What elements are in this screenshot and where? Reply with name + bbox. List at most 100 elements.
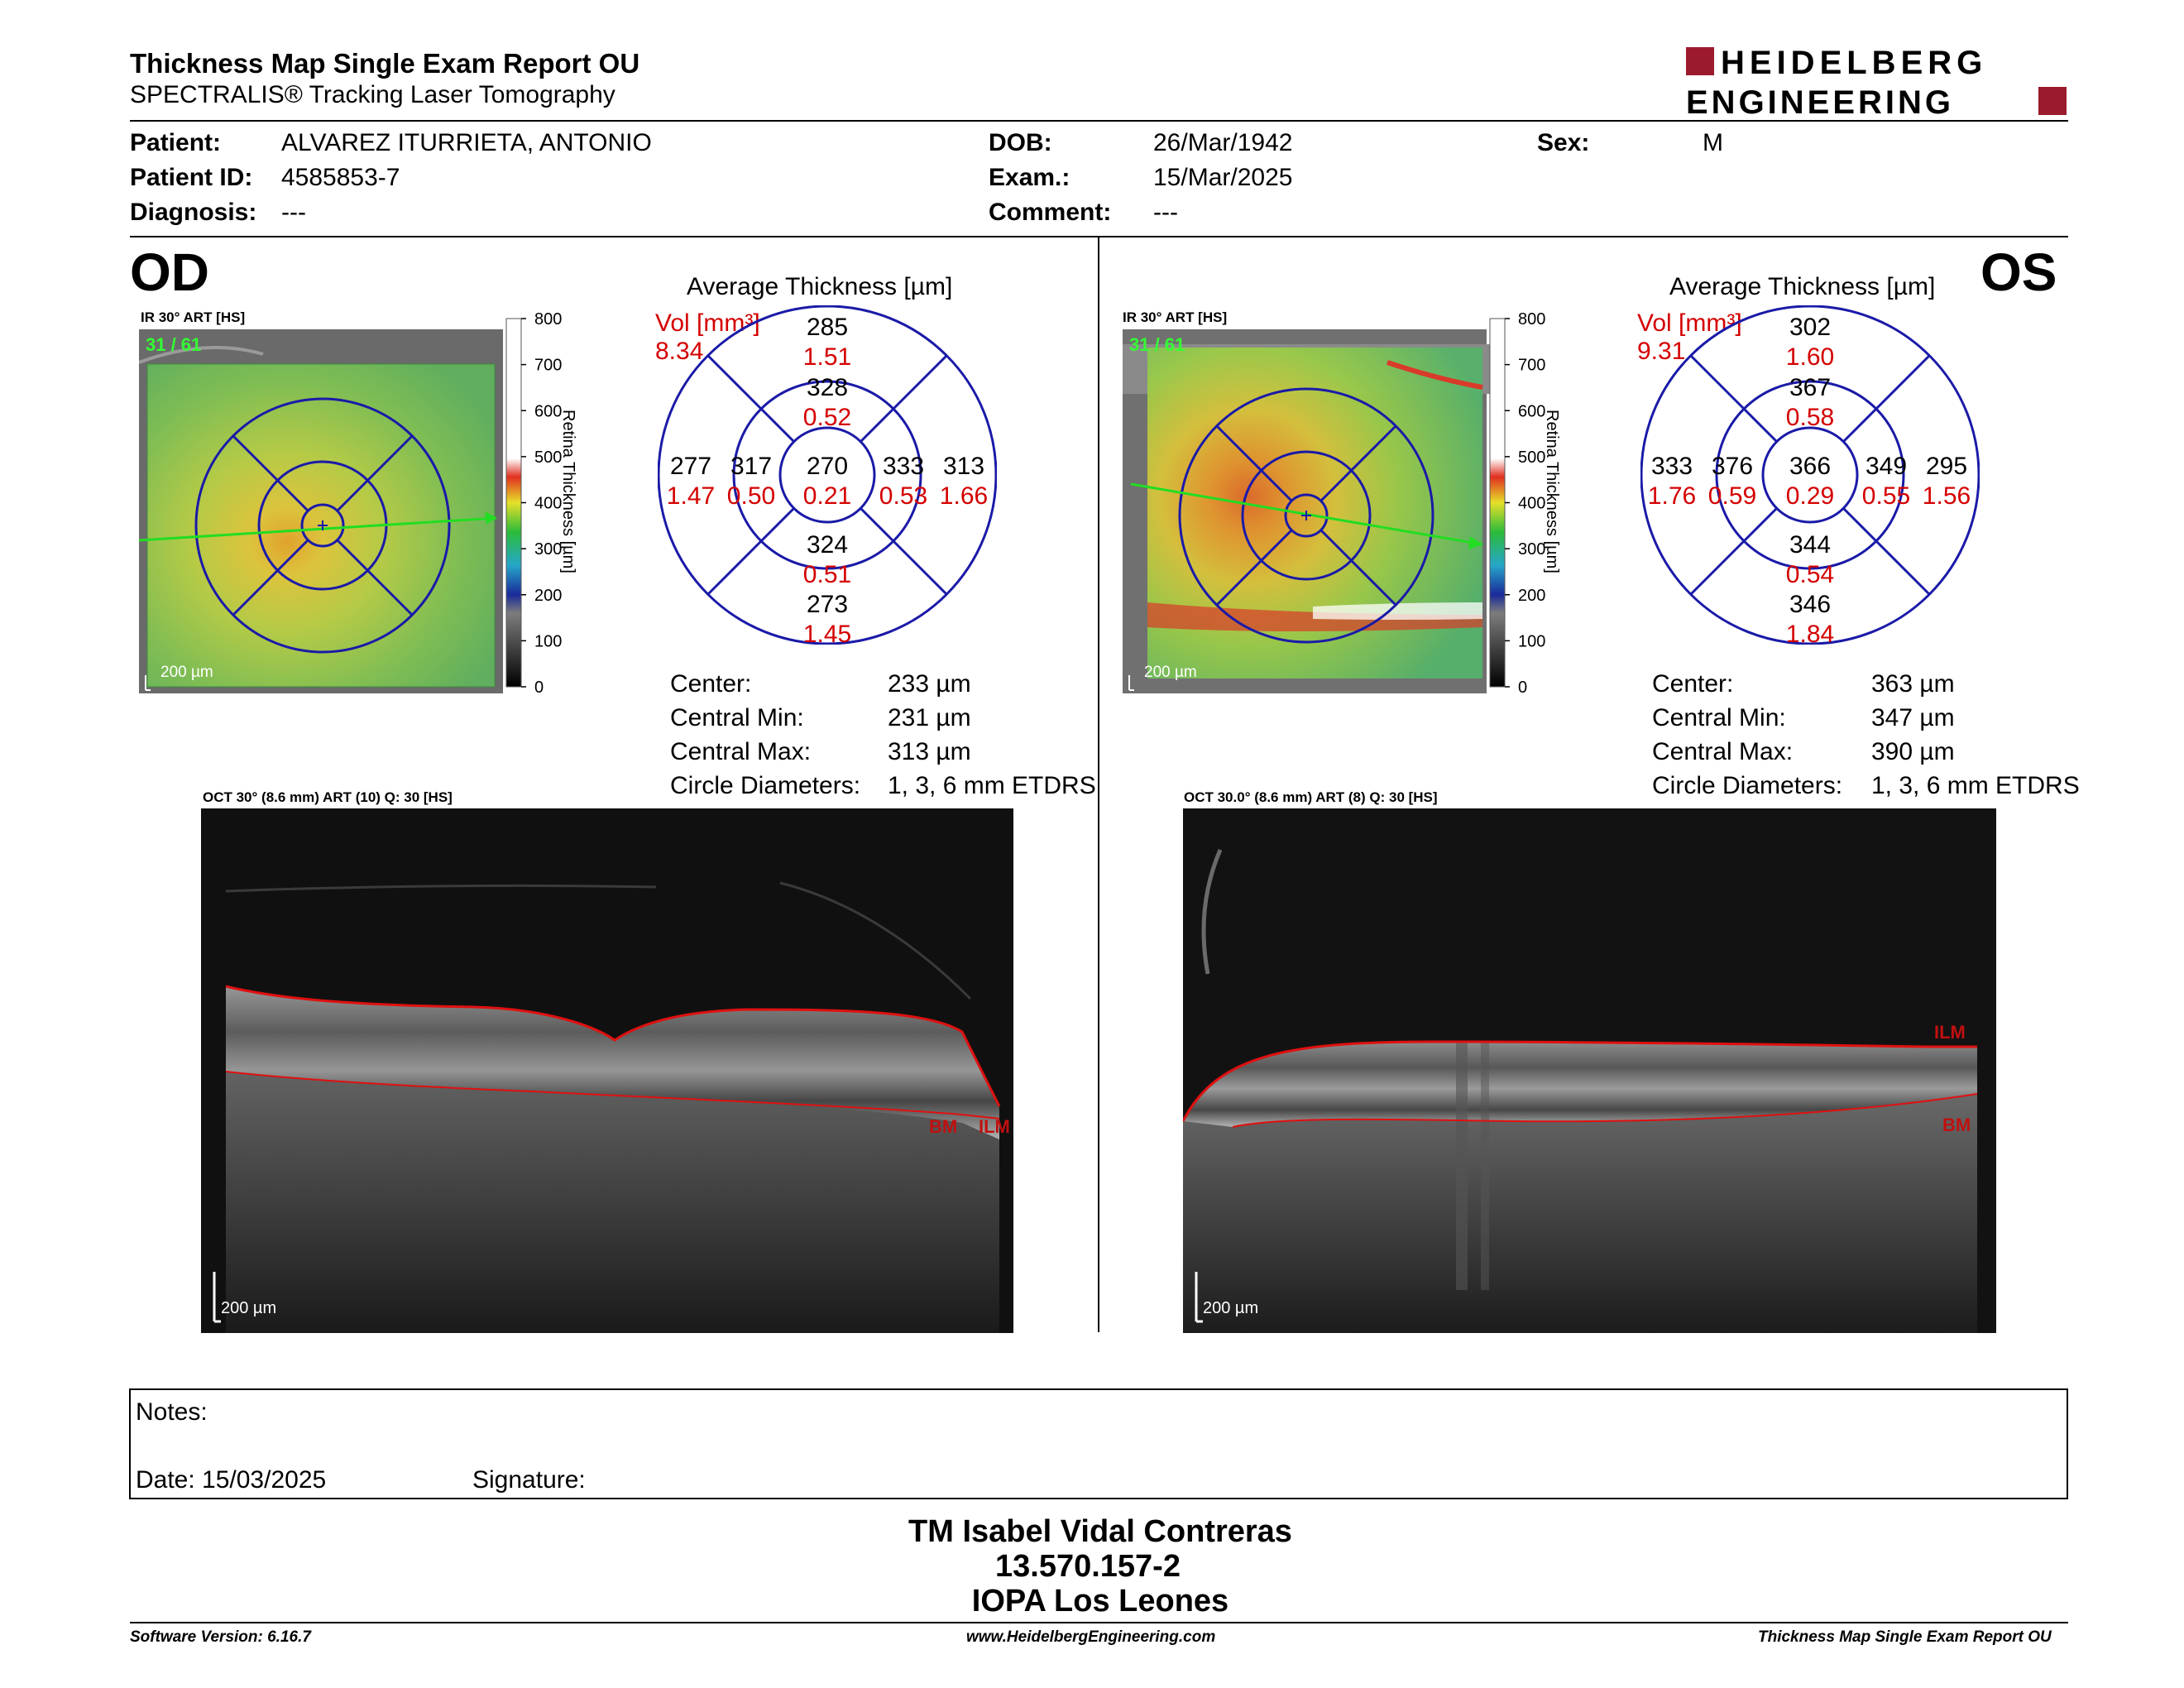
od-ir-scale: 200 µm <box>160 664 213 681</box>
od-vol-value: 8.34 <box>655 338 704 365</box>
report-title: Thickness Map Single Exam Report OU <box>130 48 640 79</box>
od-stat-diam-value: 1, 3, 6 mm ETDRS <box>888 772 1096 799</box>
od-inner-right-thickness: 333 <box>883 453 924 480</box>
od-colorbar-tick-label: 500 <box>534 448 562 467</box>
os-vol-label: Vol [mm³] <box>1637 309 1742 337</box>
os-vol-value: 9.31 <box>1637 338 1686 365</box>
os-eye-label: OS <box>1980 242 2057 302</box>
od-ir-caption: IR 30° ART [HS] <box>141 309 246 325</box>
notes-box <box>129 1388 2068 1499</box>
dob-label: DOB: <box>989 129 1052 156</box>
exam-value: 15/Mar/2025 <box>1153 164 1293 191</box>
os-inner-sup-thickness: 367 <box>1789 374 1831 401</box>
os-inner-inf-thickness: 344 <box>1789 531 1831 559</box>
os-colorbar-tick-label: 200 <box>1518 587 1545 605</box>
od-fundus-thickness-map: 31 / 61 200 µm <box>139 329 503 693</box>
od-ir-counter: 31 / 61 <box>146 334 201 355</box>
footer-report-name: Thickness Map Single Exam Report OU <box>1758 1628 2052 1646</box>
os-colorbar-tick-label: 100 <box>1518 632 1545 650</box>
stamp-institution: IOPA Los Leones <box>971 1584 1229 1618</box>
od-colorbar-tick-label: 400 <box>534 495 562 513</box>
footer-website: www.HeidelbergEngineering.com <box>966 1628 1216 1646</box>
os-outer-right-volume: 1.56 <box>1923 482 1971 510</box>
footer-divider <box>130 1622 2068 1623</box>
stamp-name: TM Isabel Vidal Contreras <box>908 1514 1292 1549</box>
od-stat-min-label: Central Min: <box>670 704 804 731</box>
od-oct-bscan: BM ILM 200 µm <box>201 808 1013 1333</box>
os-ir-scale: 200 µm <box>1144 664 1197 681</box>
od-stat-max-value: 313 µm <box>888 738 971 765</box>
comment-label: Comment: <box>989 199 1112 226</box>
notes-label: Notes: <box>136 1398 208 1426</box>
os-outer-sup-volume: 1.60 <box>1786 343 1834 371</box>
od-center-thickness: 270 <box>807 453 848 480</box>
os-colorbar-tick-label: 500 <box>1518 448 1545 467</box>
od-stat-center-value: 233 µm <box>888 670 971 698</box>
eye-divider <box>1098 237 1099 1332</box>
od-outer-sup-volume: 1.51 <box>803 343 851 371</box>
os-avg-title: Average Thickness [µm] <box>1669 273 1936 300</box>
od-stat-diam-label: Circle Diameters: <box>670 772 861 799</box>
od-outer-inf-volume: 1.45 <box>803 621 851 645</box>
os-outer-sup-thickness: 302 <box>1789 314 1831 341</box>
od-colorbar-tick-label: 700 <box>534 357 562 375</box>
os-bm-label: BM <box>1942 1115 1971 1135</box>
od-colorbar-title: Retina Thickness [µm] <box>559 410 577 573</box>
os-outer-left-thickness: 333 <box>1651 453 1693 480</box>
header-divider <box>130 120 2068 122</box>
os-outer-right-thickness: 295 <box>1926 453 1967 480</box>
patient-name: ALVAREZ ITURRIETA, ANTONIO <box>281 129 652 156</box>
os-oct-bscan: ILM BM 200 µm <box>1183 808 1996 1333</box>
os-etdrs-grid: 302 1.60 367 0.58 366 0.29 344 0.54 346 … <box>1640 305 1980 645</box>
os-oct-caption: OCT 30.0° (8.6 mm) ART (8) Q: 30 [HS] <box>1184 789 1438 805</box>
od-stat-min-value: 231 µm <box>888 704 971 731</box>
od-colorbar-tick-label: 100 <box>534 632 562 650</box>
os-ilm-label: ILM <box>1934 1022 1966 1043</box>
os-ir-caption: IR 30° ART [HS] <box>1123 309 1228 325</box>
footer-software-version: Software Version: 6.16.7 <box>130 1628 311 1646</box>
od-colorbar-tick-label: 800 <box>534 310 562 328</box>
od-inner-inf-volume: 0.51 <box>803 561 851 588</box>
od-colorbar-tick-label: 200 <box>534 587 562 605</box>
os-fundus-thickness-map: 31 / 61 200 µm <box>1123 329 1491 693</box>
sex-label: Sex: <box>1537 129 1590 156</box>
notes-signature-label: Signature: <box>472 1466 586 1494</box>
os-inner-sup-volume: 0.58 <box>1786 404 1834 431</box>
od-outer-left-volume: 1.47 <box>667 482 715 510</box>
os-stat-diam-label: Circle Diameters: <box>1652 772 1843 799</box>
os-inner-inf-volume: 0.54 <box>1786 561 1834 588</box>
diagnosis-label: Diagnosis: <box>130 199 257 226</box>
od-outer-inf-thickness: 273 <box>807 591 848 618</box>
patient-id: 4585853-7 <box>281 164 400 191</box>
od-outer-right-volume: 1.66 <box>940 482 988 510</box>
od-colorbar-tick-label: 0 <box>534 679 544 697</box>
os-colorbar-tick-label: 0 <box>1518 679 1527 697</box>
od-stat-center-label: Center: <box>670 670 752 698</box>
heidelberg-logo: HEIDELBERG ENGINEERING <box>1686 46 2067 120</box>
od-outer-sup-thickness: 285 <box>807 314 848 341</box>
od-oct-scale: 200 µm <box>221 1299 276 1317</box>
od-outer-right-thickness: 313 <box>943 453 984 480</box>
os-colorbar-tick-label: 800 <box>1518 310 1545 328</box>
os-stat-center-label: Center: <box>1652 670 1734 698</box>
os-inner-right-thickness: 349 <box>1866 453 1907 480</box>
os-outer-inf-thickness: 346 <box>1789 591 1831 618</box>
os-colorbar-tick-label: 400 <box>1518 495 1545 513</box>
logo-line2: ENGINEERING <box>1686 84 1954 120</box>
os-stat-center-value: 363 µm <box>1871 670 1955 698</box>
od-inner-left-volume: 0.50 <box>727 482 775 510</box>
od-avg-title: Average Thickness [µm] <box>687 273 953 300</box>
comment-value: --- <box>1153 199 1178 226</box>
patient-divider <box>130 236 2068 237</box>
os-colorbar: 800 700 600 500 400 300 200 100 0 <box>1489 310 1545 697</box>
os-stat-max-label: Central Max: <box>1652 738 1794 765</box>
os-ir-counter: 31 / 61 <box>1129 334 1185 355</box>
dob-value: 26/Mar/1942 <box>1153 129 1293 156</box>
os-stat-min-label: Central Min: <box>1652 704 1786 731</box>
od-colorbar-tick-label: 300 <box>534 540 562 559</box>
os-outer-left-volume: 1.76 <box>1648 482 1696 510</box>
od-colorbar-tick-label: 600 <box>534 402 562 420</box>
os-stat-diam-value: 1, 3, 6 mm ETDRS <box>1871 772 2080 799</box>
os-inner-right-volume: 0.55 <box>1862 482 1910 510</box>
od-stat-max-label: Central Max: <box>670 738 812 765</box>
